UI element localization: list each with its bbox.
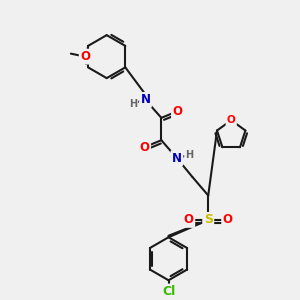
Text: O: O	[80, 50, 90, 63]
Text: O: O	[172, 105, 182, 118]
Text: Cl: Cl	[162, 285, 175, 298]
Text: H: H	[185, 150, 194, 160]
Text: H: H	[129, 98, 137, 109]
Text: O: O	[223, 213, 232, 226]
Text: O: O	[184, 213, 194, 226]
Text: O: O	[227, 115, 236, 125]
Text: N: N	[140, 93, 151, 106]
Text: O: O	[140, 141, 150, 154]
Text: S: S	[204, 213, 213, 226]
Text: N: N	[172, 152, 182, 165]
